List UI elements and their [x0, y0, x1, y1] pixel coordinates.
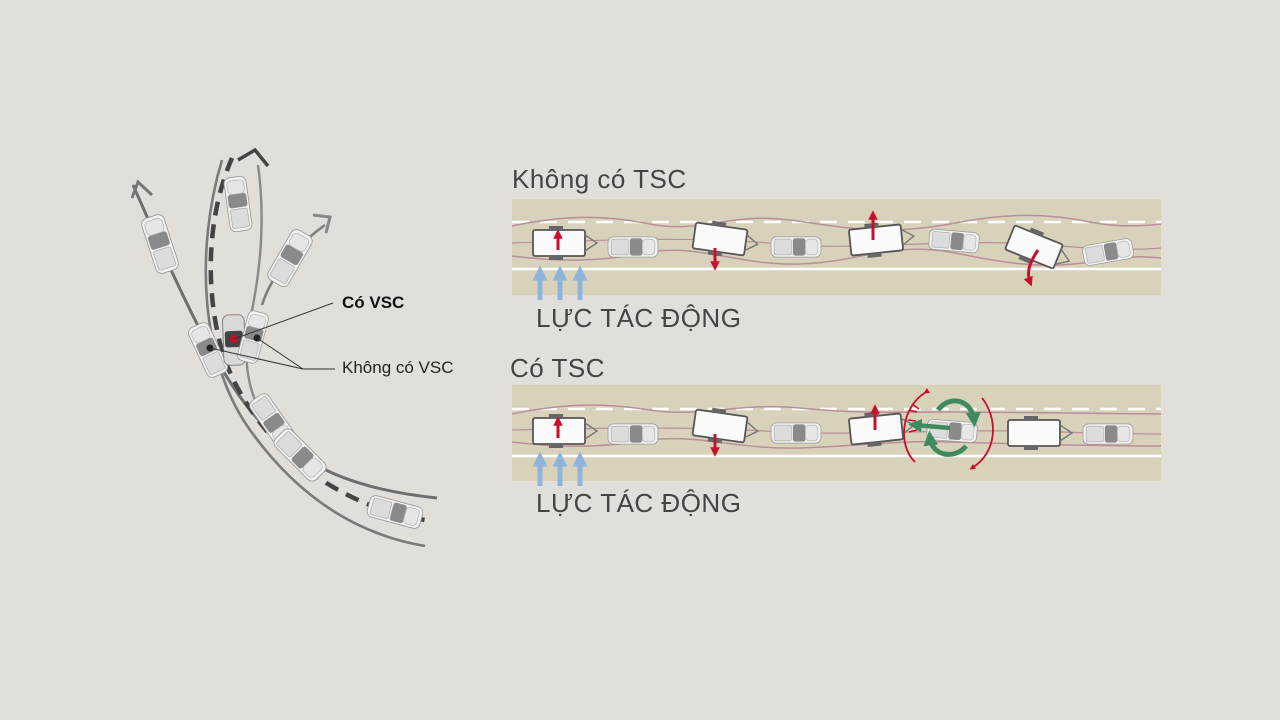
- curve-inner-path: [204, 159, 426, 548]
- vsc-curve-diagram: [130, 147, 438, 548]
- green-rotate-top: [936, 398, 981, 428]
- force-label-no-tsc: LỰC TÁC ĐỘNG: [536, 303, 742, 333]
- panel-no-tsc: [511, 199, 1162, 300]
- green-arrow-left: [908, 418, 951, 433]
- force-label-with-tsc: LỰC TÁC ĐỘNG: [536, 488, 742, 518]
- label-with-vsc: Có VSC: [342, 293, 405, 312]
- red-arrow-swing-4: [1023, 249, 1040, 287]
- red-arc-right: [969, 397, 994, 470]
- panel-title-with-tsc: Có TSC: [510, 353, 605, 383]
- chevron-left-icon: [130, 179, 154, 199]
- panel-with-tsc: [511, 385, 1162, 486]
- green-rotate-bottom: [923, 430, 968, 457]
- label-without-vsc: Không có VSC: [342, 358, 454, 377]
- trajectory-upper: [511, 404, 1162, 415]
- panel-title-no-tsc: Không có TSC: [512, 164, 687, 194]
- chevron-top-icon: [237, 147, 270, 168]
- curve-mid-path: [208, 157, 426, 523]
- chevron-right-icon: [312, 213, 332, 234]
- red-arc-left: [903, 388, 930, 463]
- trajectory-upper: [511, 214, 1162, 231]
- force-arrows: [532, 265, 588, 300]
- force-arrows: [532, 451, 588, 486]
